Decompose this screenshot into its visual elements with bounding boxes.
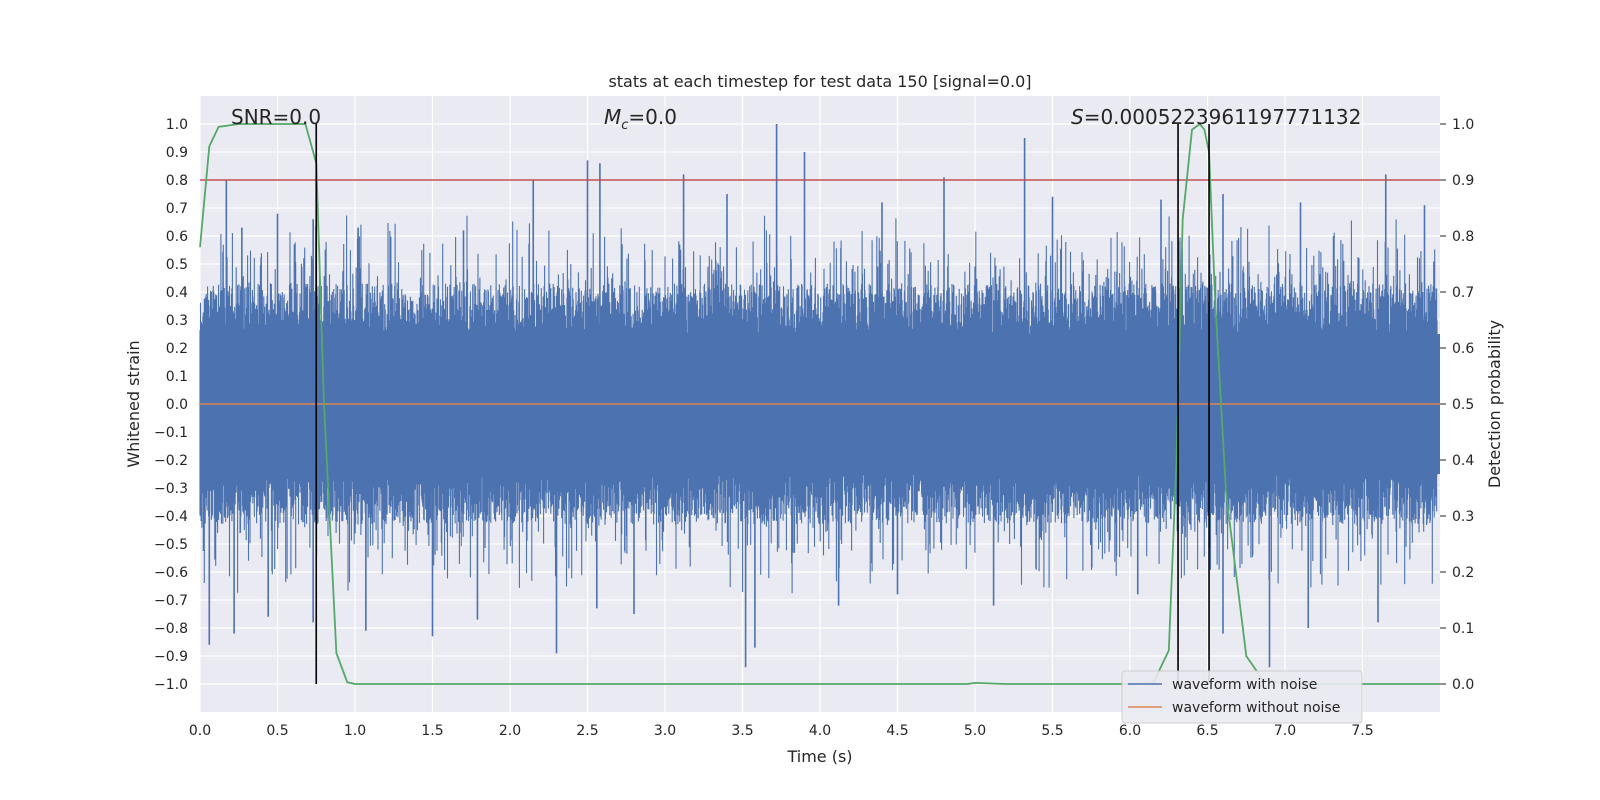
- y-tick-label: −0.9: [154, 649, 188, 665]
- y-tick-label: 0.7: [166, 201, 188, 217]
- y2-tick-label: 0.7: [1452, 285, 1474, 301]
- detection-probability-line: [199, 122, 1440, 685]
- x-tick-label: 4.5: [886, 723, 908, 739]
- line-layer: [199, 122, 1440, 685]
- significance-symbol: S: [1071, 105, 1084, 129]
- y2-tick-label: 1.0: [1452, 117, 1474, 133]
- significance-annotation: S=0.0005223961197771132: [1071, 105, 1361, 129]
- y2-tick-label: 0.2: [1452, 565, 1474, 581]
- y2-tick-label: 0.9: [1452, 173, 1474, 189]
- y-tick-label: 0.5: [166, 257, 188, 273]
- y-tick-label: −0.7: [154, 593, 188, 609]
- x-tick-label: 7.5: [1351, 723, 1373, 739]
- y-tick-label: −1.0: [154, 677, 188, 693]
- y2-tick-label: 0.5: [1452, 397, 1474, 413]
- y-tick-label: −0.4: [154, 509, 188, 525]
- y2-axis-label: Detection probability: [1485, 320, 1504, 488]
- x-tick-label: 3.5: [731, 723, 753, 739]
- y-tick-label: −0.6: [154, 565, 188, 581]
- legend-box: [1121, 670, 1363, 724]
- y-tick-label: −0.1: [154, 425, 188, 441]
- x-tick-label: 2.0: [499, 723, 521, 739]
- y-tick-label: 0.3: [166, 313, 188, 329]
- chirp-mass-annotation: Mc=0.0: [604, 105, 677, 133]
- y-tick-label: 0.6: [166, 229, 188, 245]
- y-tick-label: 0.2: [166, 341, 188, 357]
- x-tick-label: 5.5: [1041, 723, 1063, 739]
- y-tick-label: 0.8: [166, 173, 188, 189]
- y2-tick-label: 0.6: [1452, 341, 1474, 357]
- chart-title: stats at each timestep for test data 150…: [608, 72, 1031, 91]
- y-tick-label: 0.1: [166, 369, 188, 385]
- y-tick-label: −0.3: [154, 481, 188, 497]
- x-tick-label: 5.0: [964, 723, 986, 739]
- x-tick-label: 3.0: [654, 723, 676, 739]
- y-tick-label: 0.0: [166, 397, 188, 413]
- y-tick-label: 0.4: [166, 285, 188, 301]
- x-axis-label: Time (s): [786, 747, 852, 766]
- y2-tick-label: 0.0: [1452, 677, 1474, 693]
- x-tick-label: 0.0: [189, 723, 211, 739]
- tick-labels: 0.0 0.5 1.0 1.5 2.0 2.5 3.0 3.5 4.0 4.5 5.0 5.5 6.0 6…: [154, 117, 1474, 739]
- y-tick-label: −0.5: [154, 537, 188, 553]
- x-tick-label: 1.5: [421, 723, 443, 739]
- x-tick-label: 7.0: [1274, 723, 1296, 739]
- chirp-mass-subscript: c: [621, 118, 628, 133]
- x-tick-label: 6.0: [1119, 723, 1141, 739]
- y-tick-label: −0.8: [154, 621, 188, 637]
- x-tick-label: 4.0: [809, 723, 831, 739]
- x-tick-label: 6.5: [1196, 723, 1218, 739]
- x-tick-label: 1.0: [344, 723, 366, 739]
- chirp-mass-value: =0.0: [628, 105, 677, 129]
- y2-tick-label: 0.4: [1452, 453, 1474, 469]
- legend-label-clean: waveform without noise: [1172, 700, 1340, 716]
- y-tick-label: 1.0: [166, 117, 188, 133]
- y-tick-label: 0.9: [166, 145, 188, 161]
- x-tick-label: 2.5: [576, 723, 598, 739]
- y-axis-label: Whitened strain: [124, 340, 143, 467]
- legend-label-noise: waveform with noise: [1172, 677, 1317, 693]
- y2-tick-label: 0.3: [1452, 509, 1474, 525]
- x-tick-label: 0.5: [266, 723, 288, 739]
- y2-tick-label: 0.1: [1452, 621, 1474, 637]
- legend: waveform with noise waveform without noi…: [1121, 670, 1363, 724]
- y2-tick-label: 0.8: [1452, 229, 1474, 245]
- snr-annotation: SNR=0.0: [231, 105, 321, 129]
- y-tick-label: −0.2: [154, 453, 188, 469]
- chirp-mass-symbol: M: [604, 105, 621, 129]
- significance-value: =0.0005223961197771132: [1084, 105, 1362, 129]
